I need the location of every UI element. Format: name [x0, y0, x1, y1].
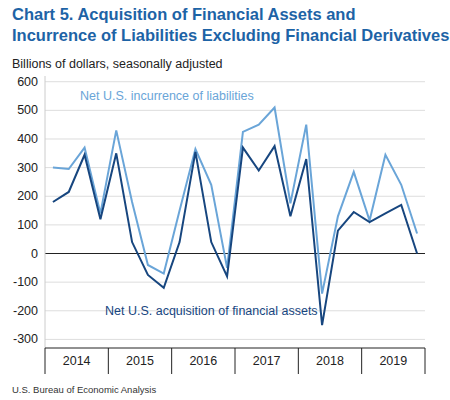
- chart: Chart 5. Acquisition of Financial Assets…: [0, 0, 450, 400]
- grid-line: [45, 339, 425, 340]
- x-tick: [235, 348, 236, 374]
- x-tick: [45, 348, 46, 374]
- y-tick-label: -300: [13, 332, 38, 346]
- y-tick-label: 600: [17, 75, 38, 89]
- x-tick: [361, 348, 362, 374]
- y-tick-label: 0: [31, 247, 38, 261]
- subtitle: Billions of dollars, seasonally adjusted: [12, 57, 223, 71]
- plot-area: [53, 107, 417, 325]
- series-line: [53, 146, 417, 325]
- grid-line: [45, 224, 425, 225]
- y-tick-label: 200: [17, 189, 38, 203]
- x-tick-label: 2015: [126, 354, 154, 368]
- y-axis: [45, 76, 46, 348]
- x-tick: [298, 348, 299, 374]
- x-tick: [171, 348, 172, 374]
- series-label: Net U.S. acquisition of financial assets: [105, 304, 318, 318]
- y-tick-label: 500: [17, 103, 38, 117]
- series-label: Net U.S. incurrence of liabilities: [80, 89, 254, 103]
- grid-line: [45, 253, 425, 254]
- y-tick-label: -200: [13, 304, 38, 318]
- y-tick-label: 300: [17, 161, 38, 175]
- title: Chart 5. Acquisition of Financial Assets…: [12, 5, 356, 23]
- grid-line: [45, 81, 425, 82]
- x-tick-label: 2017: [253, 354, 281, 368]
- series-line: [53, 107, 417, 293]
- grid-line: [45, 282, 425, 283]
- grid-line: [45, 167, 425, 168]
- x-tick-label: 2016: [189, 354, 217, 368]
- y-tick-label: -100: [13, 275, 38, 289]
- x-tick-label: 2019: [379, 354, 407, 368]
- x-tick-label: 2018: [316, 354, 344, 368]
- y-tick-label: 400: [17, 132, 38, 146]
- grid-line: [45, 110, 425, 111]
- x-tick: [108, 348, 109, 374]
- x-tick-end: [425, 348, 426, 374]
- x-tick-label: 2014: [63, 354, 91, 368]
- y-tick-label: 100: [17, 218, 38, 232]
- grid-line: [45, 138, 425, 139]
- source: U.S. Bureau of Economic Analysis: [12, 384, 156, 395]
- title: Incurrence of Liabilities Excluding Fina…: [12, 26, 449, 44]
